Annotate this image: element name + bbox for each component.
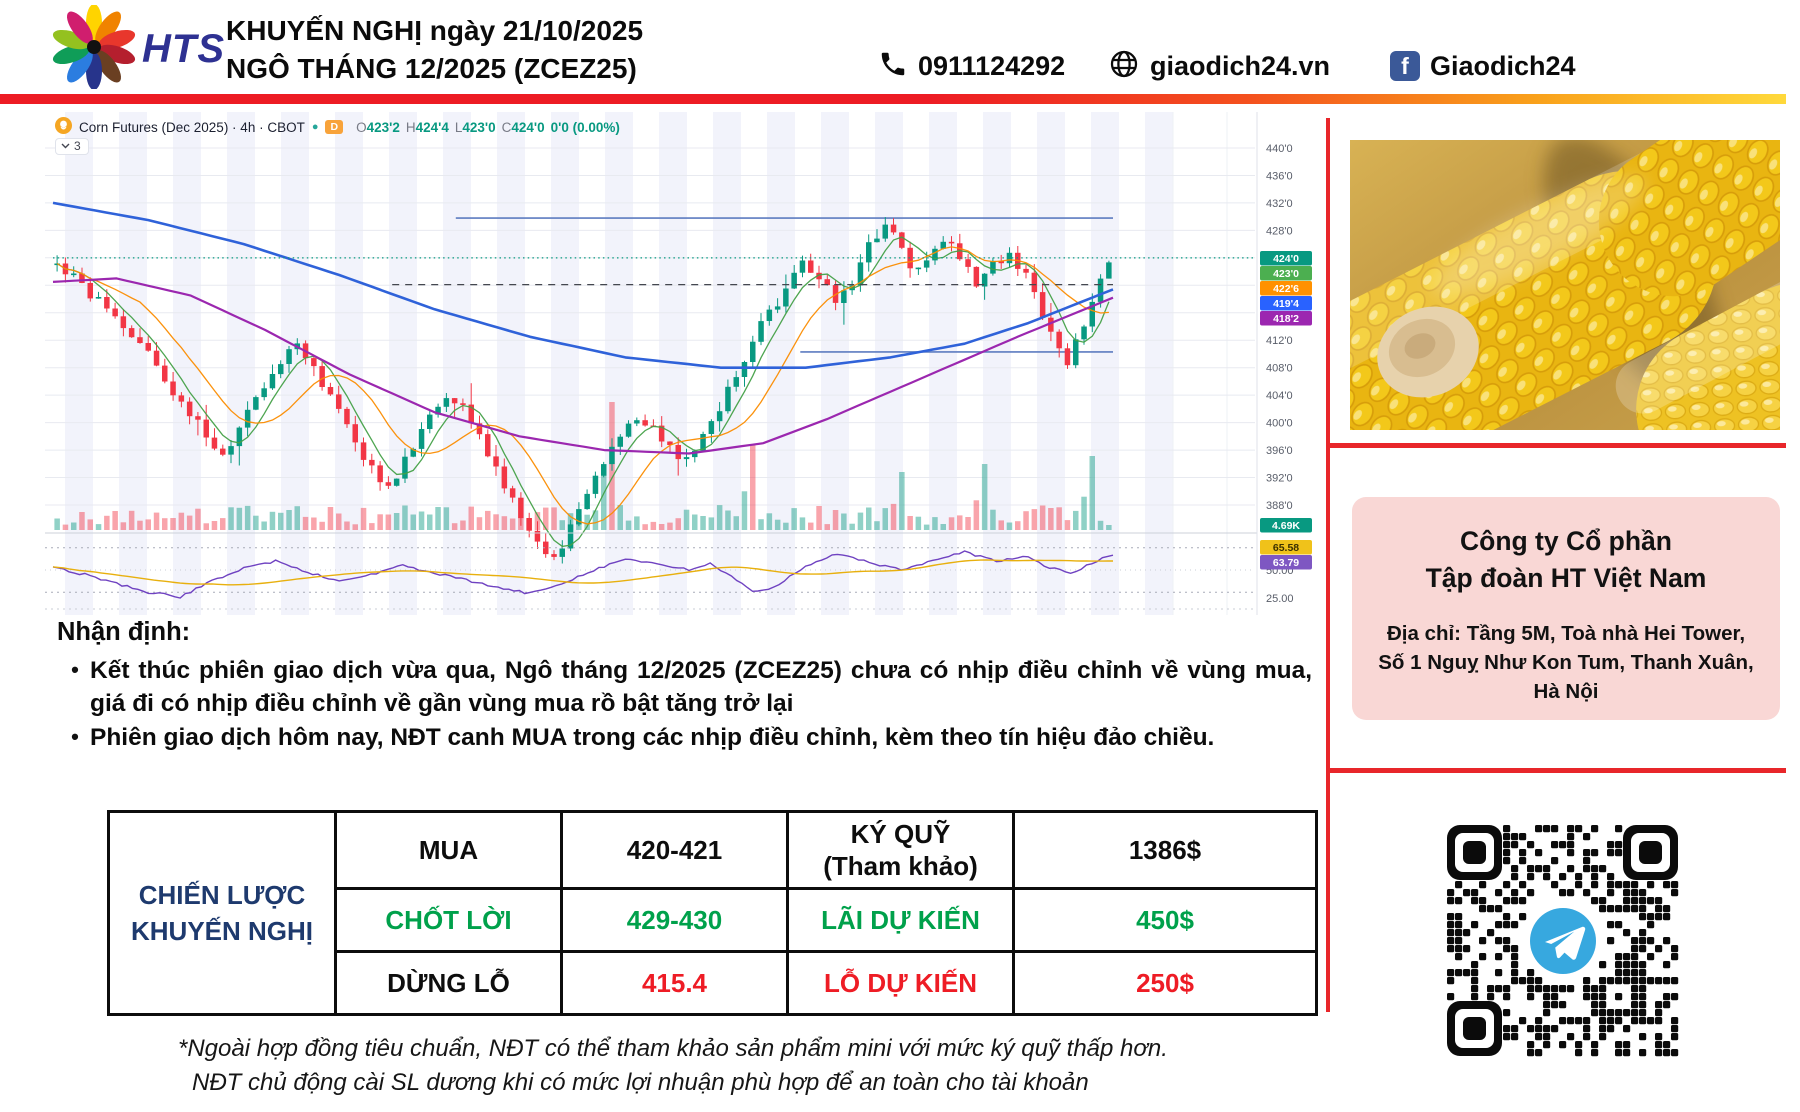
phone-number: 0911124292 [918, 50, 1066, 81]
svg-text:428'0: 428'0 [1266, 225, 1293, 237]
svg-text:408'0: 408'0 [1266, 363, 1293, 375]
take-profit-range-cell: 429-430 [560, 887, 789, 953]
footnote-line-1: *Ngoài hợp đồng tiêu chuẩn, NĐT có thể t… [178, 1035, 1168, 1062]
svg-text:419'4: 419'4 [1273, 298, 1299, 310]
footnotes: *Ngoài hợp đồng tiêu chuẩn, NĐT có thể t… [178, 1032, 1323, 1100]
svg-text:63.79: 63.79 [1273, 557, 1299, 569]
bullet-dot: • [71, 724, 79, 749]
strategy-table: CHIẾN LƯỢC KHUYẾN NGHỊ MUA 420-421 KÝ QU… [107, 810, 1318, 1016]
svg-text:422'6: 422'6 [1273, 283, 1299, 295]
svg-text:400'0: 400'0 [1266, 418, 1293, 430]
expected-gain-label-cell: LÃI DỰ KIẾN [786, 887, 1015, 953]
company-name-line1: Công ty Cổ phần [1460, 526, 1672, 556]
chevron-down-icon [61, 143, 70, 149]
chart-title: Corn Futures (Dec 2025) · 4h · CBOT [79, 119, 305, 135]
phone-contact: 0911124292 [878, 46, 1065, 86]
company-name-line2: Tập đoàn HT Việt Nam [1425, 563, 1707, 593]
phone-icon [878, 49, 908, 84]
svg-text:65.58: 65.58 [1273, 542, 1299, 554]
header-divider [0, 94, 1786, 104]
svg-text:436'0: 436'0 [1266, 171, 1293, 183]
company-card: Công ty Cổ phần Tập đoàn HT Việt Nam Địa… [1352, 497, 1780, 720]
svg-text:404'0: 404'0 [1266, 390, 1293, 402]
analysis-bullet-1: • Kết thúc phiên giao dịch vừa qua, Ngô … [60, 654, 1312, 720]
footnote-line-2: NĐT chủ động cài SL dương khi có mức lợi… [192, 1069, 1089, 1096]
company-logo: HTS [52, 3, 225, 94]
stop-loss-label-cell: DỪNG LỖ [334, 950, 563, 1016]
svg-text:392'0: 392'0 [1266, 473, 1293, 485]
stop-loss-value-cell: 415.4 [560, 950, 789, 1016]
svg-text:396'0: 396'0 [1266, 445, 1293, 457]
globe-icon [1108, 48, 1140, 85]
margin-amount-cell: 1386$ [1012, 810, 1318, 890]
take-profit-label-cell: CHỐT LỜI [334, 887, 563, 953]
indicator-collapse-button[interactable]: 3 [55, 138, 89, 155]
facebook-name: Giaodich24 [1430, 50, 1576, 81]
svg-text:432'0: 432'0 [1266, 198, 1293, 210]
website-contact: giaodich24.vn [1108, 46, 1330, 86]
session-dot: ● [311, 121, 319, 133]
svg-text:440'0: 440'0 [1266, 143, 1293, 155]
vertical-divider [1326, 118, 1330, 1012]
margin-label-cell: KÝ QUỸ (Tham khảo) [786, 810, 1015, 890]
expected-gain-amount-cell: 450$ [1012, 887, 1318, 953]
expected-loss-amount-cell: 250$ [1012, 950, 1318, 1016]
title-line-2: NGÔ THÁNG 12/2025 (ZCEZ25) [226, 53, 637, 84]
brand-name: HTS [142, 26, 225, 71]
svg-text:412'0: 412'0 [1266, 335, 1293, 347]
telegram-qr-code [1437, 815, 1689, 1067]
facebook-icon: f [1390, 51, 1420, 81]
buy-range-cell: 420-421 [560, 810, 789, 890]
ohlc-readout: O423'2 H424'4 L423'0 C424'0 0'0 (0.00%) [356, 119, 620, 135]
facebook-contact: f Giaodich24 [1390, 46, 1576, 86]
svg-text:25.00: 25.00 [1266, 593, 1294, 605]
hts-flower-icon [52, 3, 136, 94]
symbol-icon [55, 117, 72, 137]
svg-text:424'0: 424'0 [1273, 253, 1299, 265]
page-title: KHUYẾN NGHỊ ngày 21/10/2025 NGÔ THÁNG 12… [226, 12, 643, 88]
expected-loss-label-cell: LỖ DỰ KIẾN [786, 950, 1015, 1016]
strategy-header-cell: CHIẾN LƯỢC KHUYẾN NGHỊ [107, 810, 337, 1016]
right-divider-top [1326, 443, 1786, 448]
svg-text:418'2: 418'2 [1273, 313, 1299, 325]
svg-text:4.69K: 4.69K [1272, 520, 1300, 532]
interval-badge: D [325, 120, 344, 134]
website-url: giaodich24.vn [1150, 50, 1331, 81]
price-chart[interactable]: Corn Futures (Dec 2025) · 4h · CBOT ● D … [45, 112, 1315, 615]
title-line-1: KHUYẾN NGHỊ ngày 21/10/2025 [226, 15, 644, 46]
right-divider-bottom [1326, 768, 1786, 773]
chart-canvas[interactable]: 440'0 436'0 432'0 428'0 412'0 408'0 404'0 400'0… [45, 112, 1315, 620]
svg-text:388'0: 388'0 [1266, 500, 1293, 512]
chart-legend: Corn Futures (Dec 2025) · 4h · CBOT ● D … [55, 117, 620, 137]
analysis-heading: Nhận định: [57, 618, 191, 646]
svg-text:423'0: 423'0 [1273, 268, 1299, 280]
indicator-count: 3 [74, 139, 81, 153]
analysis-bullet-2: • Phiên giao dịch hôm nay, NĐT canh MUA … [60, 721, 1312, 754]
company-address: Địa chỉ: Tầng 5M, Toà nhà Hei Tower, Số … [1378, 622, 1754, 703]
corn-photo [1266, 62, 1800, 513]
analysis-bullets: • Kết thúc phiên giao dịch vừa qua, Ngô … [60, 654, 1312, 755]
buy-label-cell: MUA [334, 810, 563, 890]
bullet-dot: • [71, 657, 79, 682]
